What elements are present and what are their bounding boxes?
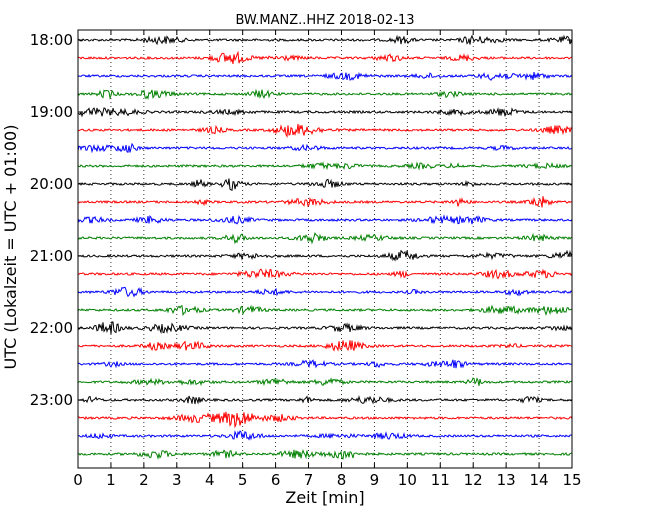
y-tick-label-2: 20:00 <box>30 175 73 193</box>
x-tick-label-12: 12 <box>464 471 483 489</box>
trace-16 <box>77 321 573 335</box>
trace-14 <box>77 286 573 298</box>
trace-20 <box>77 394 573 405</box>
x-axis-label: Zeit [min] <box>285 488 364 507</box>
x-tick-label-14: 14 <box>530 471 549 489</box>
x-tick-label-0: 0 <box>73 471 83 489</box>
y-tick-label-3: 21:00 <box>30 247 73 265</box>
x-tick-label-2: 2 <box>139 471 149 489</box>
trace-9 <box>77 196 573 208</box>
x-tick-label-6: 6 <box>271 471 281 489</box>
trace-10 <box>77 214 573 225</box>
trace-8 <box>77 178 573 192</box>
trace-4 <box>77 107 573 118</box>
trace-23 <box>77 449 573 460</box>
trace-13 <box>77 268 573 280</box>
chart-title: BW.MANZ..HHZ 2018-02-13 <box>235 13 414 28</box>
x-axis-ticks: 0 1 2 3 4 5 6 7 8 9 10 11 12 13 14 15 <box>73 30 582 489</box>
x-tick-label-1: 1 <box>106 471 116 489</box>
x-tick-label-4: 4 <box>205 471 215 489</box>
trace-5 <box>77 123 573 138</box>
x-tick-label-8: 8 <box>337 471 347 489</box>
trace-1 <box>77 50 573 65</box>
trace-22 <box>77 430 573 441</box>
x-tick-label-13: 13 <box>497 471 516 489</box>
x-tick-label-11: 11 <box>431 471 450 489</box>
trace-19 <box>77 377 573 387</box>
seismic-traces <box>77 34 573 460</box>
x-tick-label-9: 9 <box>370 471 380 489</box>
x-tick-label-5: 5 <box>238 471 248 489</box>
trace-11 <box>77 232 573 245</box>
trace-18 <box>77 359 573 369</box>
x-tick-label-15: 15 <box>562 471 581 489</box>
trace-21 <box>77 411 573 429</box>
y-tick-label-5: 23:00 <box>30 391 73 409</box>
x-tick-label-7: 7 <box>304 471 314 489</box>
x-tick-label-10: 10 <box>398 471 417 489</box>
x-tick-label-3: 3 <box>172 471 182 489</box>
y-axis-label: UTC (Lokalzeit = UTC + 01:00) <box>1 125 20 370</box>
trace-17 <box>77 340 573 352</box>
trace-2 <box>77 71 573 81</box>
y-tick-label-0: 18:00 <box>30 31 73 49</box>
y-axis-ticks: 18:00 19:00 20:00 21:00 22:00 23:00 <box>30 31 572 409</box>
trace-12 <box>77 249 573 262</box>
trace-3 <box>77 88 573 100</box>
trace-0 <box>77 34 573 46</box>
trace-6 <box>77 142 573 154</box>
plot-frame <box>77 29 573 469</box>
y-tick-label-4: 22:00 <box>30 319 73 337</box>
y-tick-label-1: 19:00 <box>30 103 73 121</box>
trace-15 <box>77 304 573 317</box>
trace-7 <box>77 161 573 171</box>
